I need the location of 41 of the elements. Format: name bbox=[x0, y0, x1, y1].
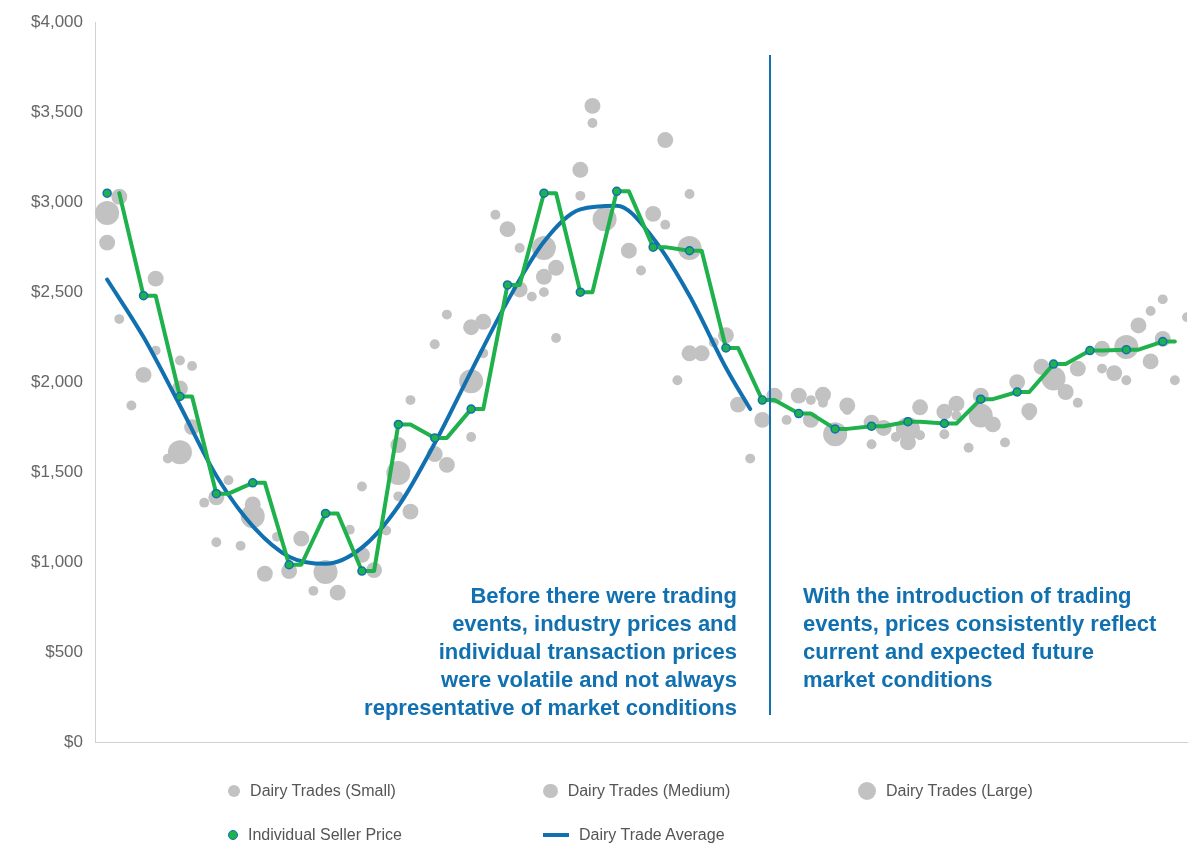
annotation: Before there were trading events, industry prices and individual transaction prices were volatile and not always representative of market conditions bbox=[363, 582, 737, 722]
annotation: With the introduction of trading events, prices consistently reflect current and expected future market conditions bbox=[803, 582, 1158, 694]
point bbox=[793, 408, 804, 419]
point bbox=[284, 560, 294, 570]
point bbox=[102, 188, 112, 198]
y-tick-label: $3,500 bbox=[31, 101, 83, 121]
y-tick-label: $1,500 bbox=[31, 461, 83, 481]
point bbox=[575, 287, 586, 297]
point bbox=[611, 186, 622, 197]
y-tick-label: $2,000 bbox=[31, 371, 83, 391]
point bbox=[1012, 387, 1022, 397]
point bbox=[939, 418, 950, 429]
legend-label: Dairy Trades (Large) bbox=[886, 782, 1033, 800]
point bbox=[648, 242, 658, 252]
y-tick-label: $1,000 bbox=[31, 551, 83, 571]
point bbox=[320, 508, 331, 519]
point bbox=[830, 424, 840, 434]
point bbox=[247, 478, 258, 488]
point bbox=[502, 280, 513, 290]
point bbox=[175, 391, 185, 402]
legend-label: Dairy Trade Average bbox=[579, 826, 725, 844]
y-tick-label: $500 bbox=[45, 641, 83, 661]
point bbox=[757, 395, 768, 405]
line-series bbox=[105, 203, 753, 566]
point bbox=[138, 290, 149, 301]
point bbox=[1085, 345, 1095, 356]
point bbox=[1048, 359, 1059, 369]
point bbox=[429, 433, 440, 443]
legend-label: Dairy Trades (Medium) bbox=[567, 782, 731, 800]
point bbox=[721, 343, 731, 353]
point bbox=[903, 416, 913, 427]
legend-label: Individual Seller Price bbox=[248, 826, 402, 844]
y-tick-label: $4,000 bbox=[31, 11, 83, 31]
y-tick-label: $3,000 bbox=[31, 191, 83, 211]
legend-label: Dairy Trades (Small) bbox=[250, 782, 396, 800]
y-tick-label: $2,500 bbox=[31, 281, 83, 301]
point bbox=[393, 419, 404, 430]
point bbox=[539, 188, 549, 198]
point bbox=[357, 566, 367, 576]
point bbox=[466, 404, 476, 414]
y-tick-label: $0 bbox=[64, 731, 83, 751]
